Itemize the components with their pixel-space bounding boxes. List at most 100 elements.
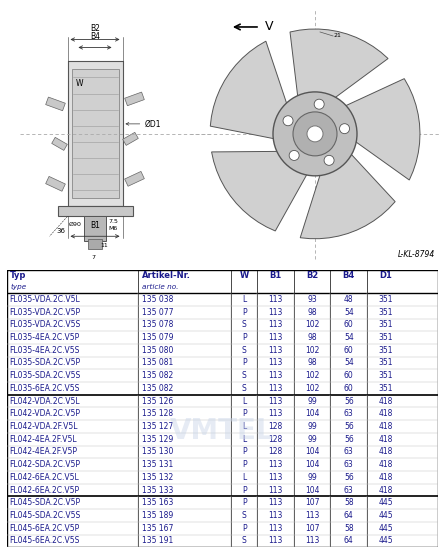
Text: 445: 445: [378, 511, 393, 520]
Text: 60: 60: [344, 384, 354, 393]
Text: 135 127: 135 127: [142, 422, 173, 431]
Text: FL042-6EA.2C.V5P: FL042-6EA.2C.V5P: [9, 486, 79, 494]
Text: 135 077: 135 077: [142, 307, 173, 317]
Text: 99: 99: [307, 473, 317, 482]
Polygon shape: [125, 92, 144, 106]
Text: article no.: article no.: [142, 284, 178, 290]
Text: FL035-VDA.2C.V5S: FL035-VDA.2C.V5S: [9, 321, 81, 329]
Text: 135 038: 135 038: [142, 295, 173, 304]
Text: 135 079: 135 079: [142, 333, 173, 342]
Text: 60: 60: [344, 371, 354, 380]
Text: V: V: [265, 20, 274, 34]
Polygon shape: [290, 29, 388, 103]
Text: P: P: [242, 460, 247, 469]
Text: 102: 102: [305, 371, 319, 380]
Text: 113: 113: [268, 524, 283, 533]
Polygon shape: [125, 172, 144, 186]
Text: 113: 113: [268, 397, 283, 405]
Polygon shape: [46, 177, 65, 191]
Text: 113: 113: [305, 536, 319, 546]
Text: 56: 56: [344, 473, 354, 482]
Text: 418: 418: [378, 486, 392, 494]
Text: P: P: [242, 333, 247, 342]
Text: 445: 445: [378, 524, 393, 533]
Text: 113: 113: [268, 409, 283, 419]
Text: FL035-4EA.2C.V5S: FL035-4EA.2C.V5S: [9, 346, 80, 355]
Text: Ø90: Ø90: [69, 222, 82, 227]
Circle shape: [307, 126, 323, 142]
Text: S: S: [242, 371, 247, 380]
Text: 104: 104: [305, 460, 320, 469]
Text: 7.5: 7.5: [108, 219, 118, 224]
Text: 135 167: 135 167: [142, 524, 173, 533]
Circle shape: [273, 92, 357, 176]
Bar: [57, 206, 133, 216]
Bar: [72, 69, 118, 199]
Text: 135 191: 135 191: [142, 536, 173, 546]
Bar: [88, 239, 102, 249]
Text: 98: 98: [307, 307, 317, 317]
Text: 102: 102: [305, 384, 319, 393]
Text: FL042-VDA.2C.V5L: FL042-VDA.2C.V5L: [9, 397, 80, 405]
Text: L: L: [242, 434, 246, 444]
Text: FL035-VDA.2C.V5P: FL035-VDA.2C.V5P: [9, 307, 81, 317]
Text: 418: 418: [378, 422, 392, 431]
Circle shape: [283, 116, 293, 126]
Circle shape: [293, 112, 337, 156]
Text: 351: 351: [378, 371, 392, 380]
Text: B2: B2: [90, 24, 100, 34]
Text: P: P: [242, 524, 247, 533]
Text: 54: 54: [344, 307, 354, 317]
Text: 445: 445: [378, 498, 393, 507]
Text: 135 189: 135 189: [142, 511, 173, 520]
Text: B1: B1: [90, 221, 100, 230]
Text: 99: 99: [307, 422, 317, 431]
Text: S: S: [242, 346, 247, 355]
Text: P: P: [242, 486, 247, 494]
Text: 113: 113: [268, 371, 283, 380]
Text: 113: 113: [268, 486, 283, 494]
Text: 135 082: 135 082: [142, 384, 173, 393]
Text: 21: 21: [333, 34, 341, 38]
Text: 63: 63: [344, 409, 354, 419]
Text: 135 130: 135 130: [142, 448, 173, 456]
Text: L: L: [242, 295, 246, 304]
Text: 351: 351: [378, 346, 392, 355]
Text: type: type: [10, 284, 26, 290]
Text: Artikel-Nr.: Artikel-Nr.: [142, 271, 190, 280]
Text: 113: 113: [268, 307, 283, 317]
Text: 113: 113: [268, 321, 283, 329]
Text: 104: 104: [305, 486, 320, 494]
Circle shape: [314, 99, 324, 109]
Text: 135 078: 135 078: [142, 321, 173, 329]
Circle shape: [289, 151, 299, 161]
Text: S: S: [242, 384, 247, 393]
Text: FL042-4EA.2F.V5P: FL042-4EA.2F.V5P: [9, 448, 77, 456]
Text: B1: B1: [269, 271, 282, 280]
Text: 128: 128: [268, 422, 283, 431]
Text: 135 133: 135 133: [142, 486, 173, 494]
Text: 113: 113: [268, 359, 283, 367]
Text: 56: 56: [344, 397, 354, 405]
Text: 93: 93: [307, 295, 317, 304]
Text: 60: 60: [344, 346, 354, 355]
Text: 113: 113: [268, 536, 283, 546]
Text: 418: 418: [378, 473, 392, 482]
Text: 351: 351: [378, 333, 392, 342]
Text: FL035-6EA.2C.V5S: FL035-6EA.2C.V5S: [9, 384, 80, 393]
Text: 63: 63: [344, 448, 354, 456]
Text: 418: 418: [378, 460, 392, 469]
Text: B4: B4: [343, 271, 355, 280]
Text: FL042-VDA.2F.V5L: FL042-VDA.2F.V5L: [9, 422, 78, 431]
Bar: [68, 62, 122, 206]
Text: 48: 48: [344, 295, 354, 304]
Text: 351: 351: [378, 359, 392, 367]
Text: 36: 36: [57, 228, 65, 234]
Text: FL042-6EA.2C.V5L: FL042-6EA.2C.V5L: [9, 473, 79, 482]
Text: P: P: [242, 498, 247, 507]
Text: 63: 63: [344, 486, 354, 494]
Text: P: P: [242, 448, 247, 456]
Text: FL042-SDA.2C.V5P: FL042-SDA.2C.V5P: [9, 460, 80, 469]
Text: 54: 54: [344, 359, 354, 367]
Text: 135 081: 135 081: [142, 359, 173, 367]
